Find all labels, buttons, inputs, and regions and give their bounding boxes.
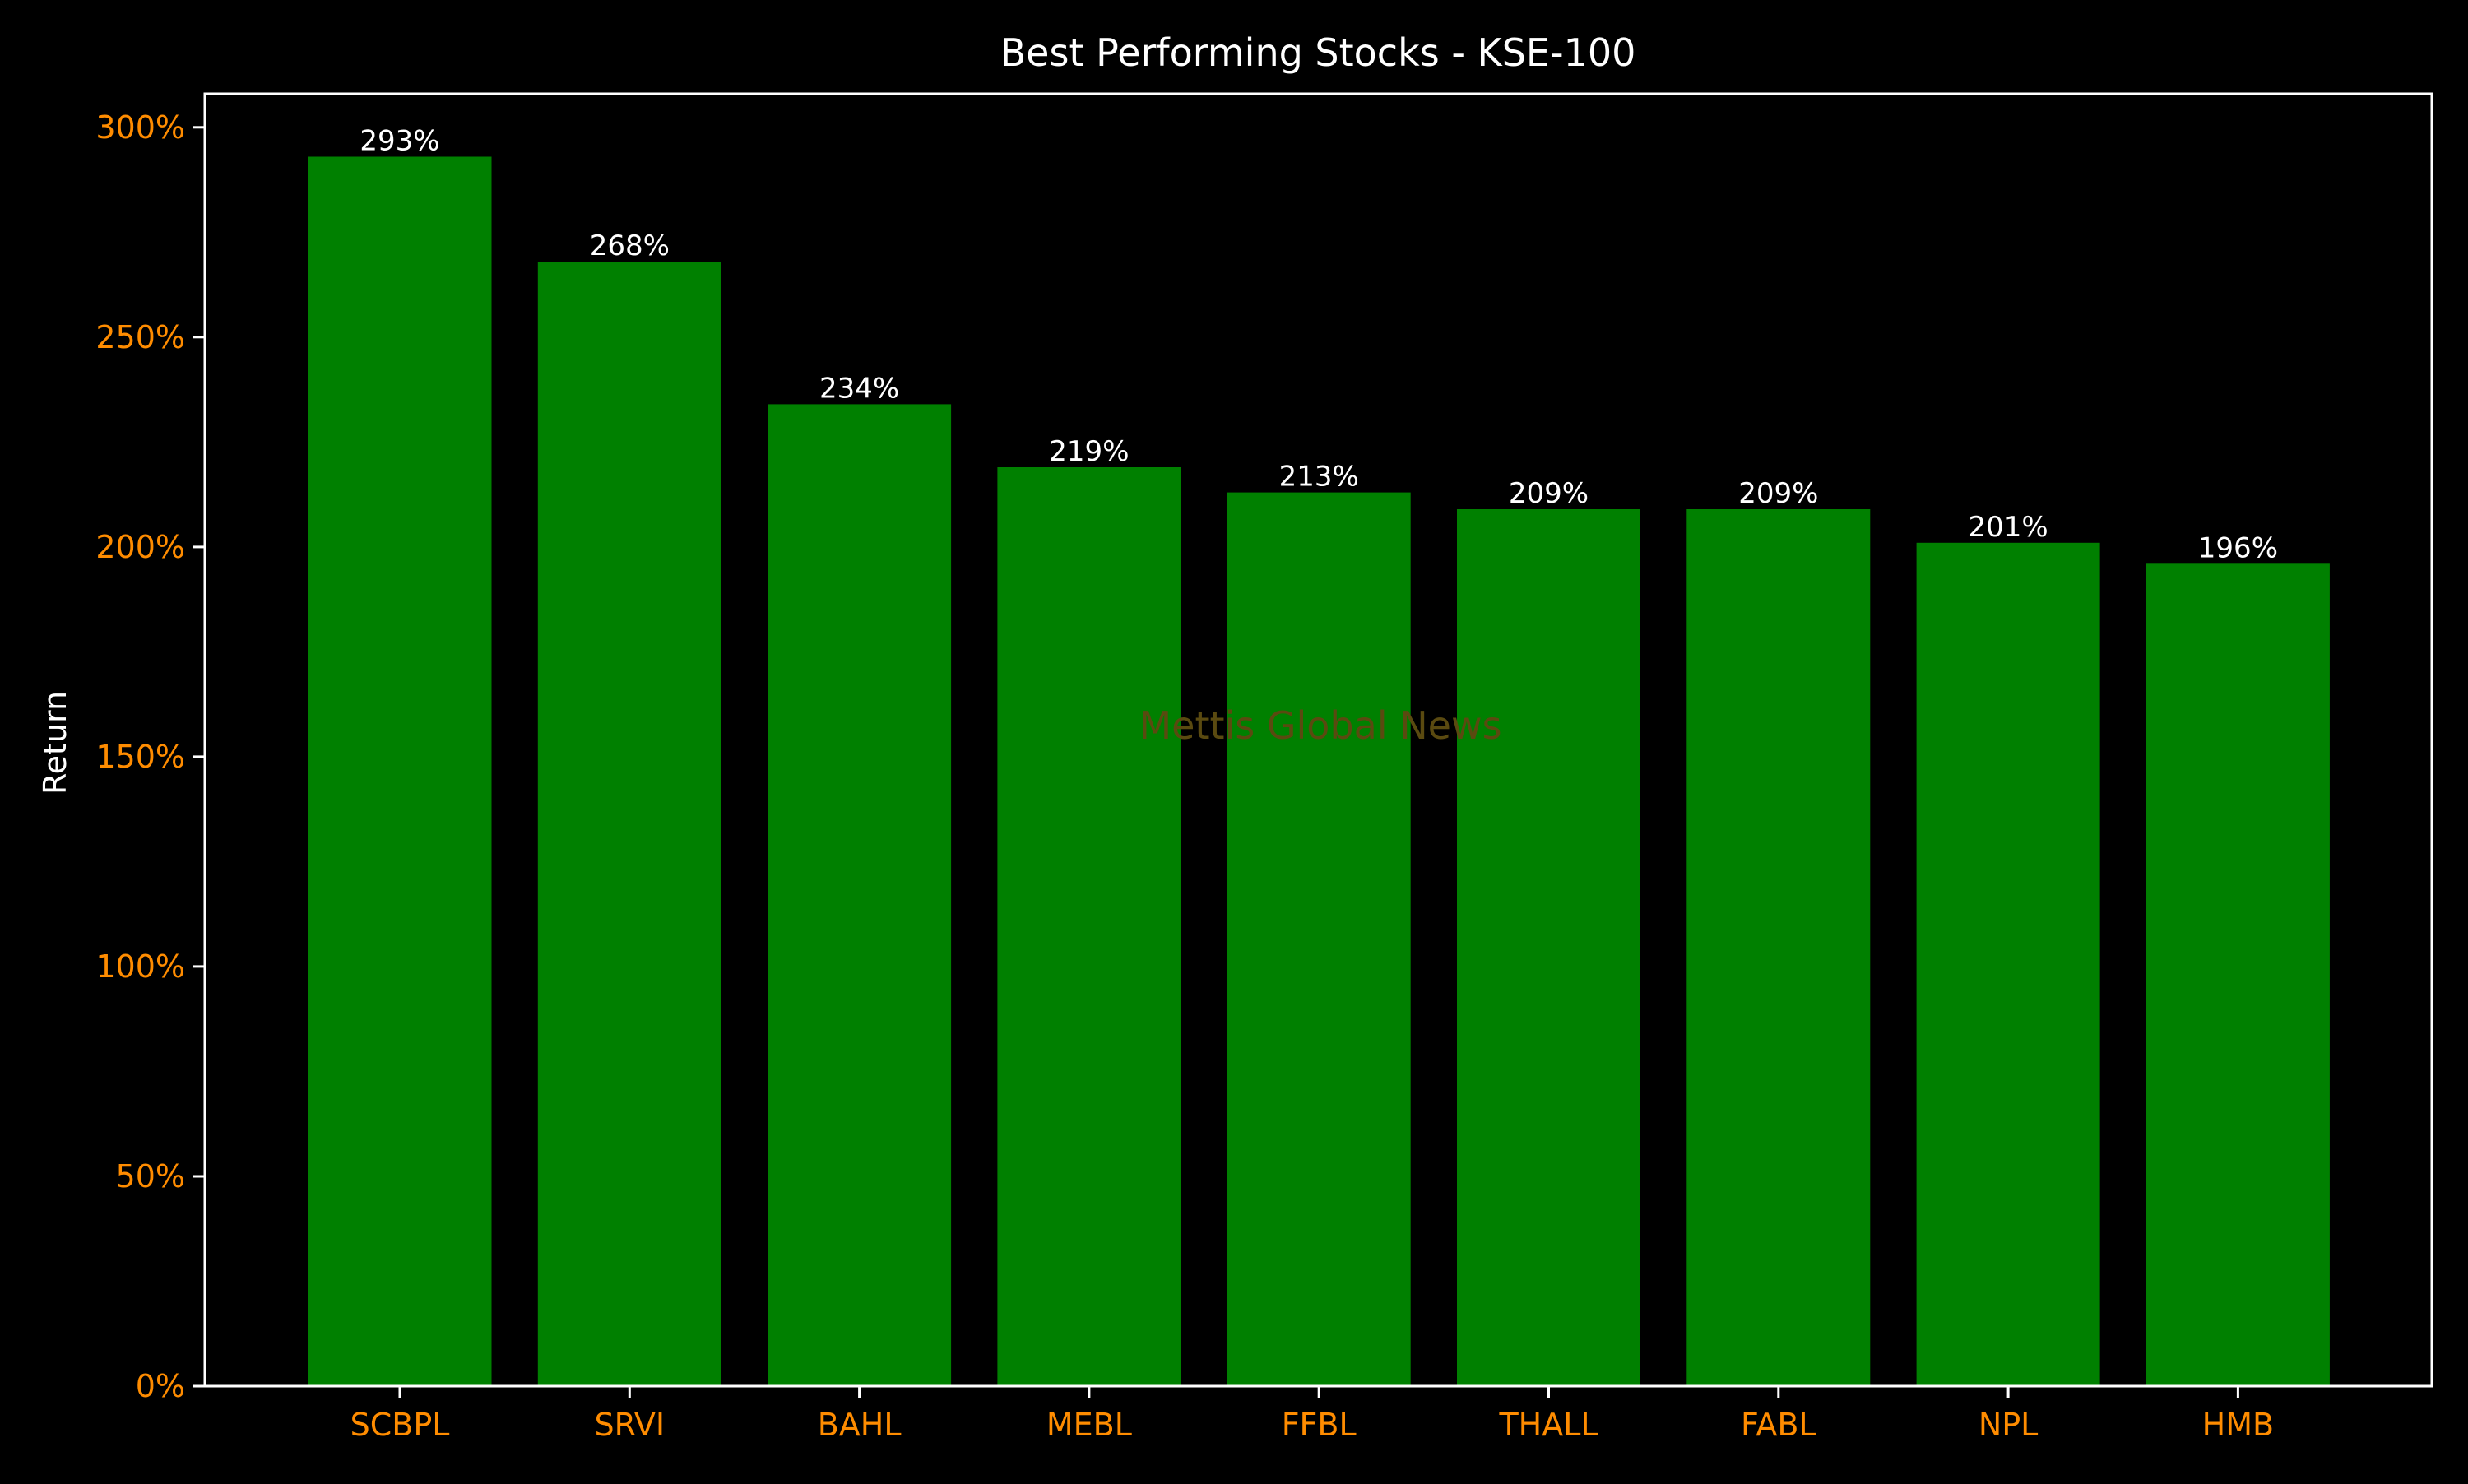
data-labels-layer: 293% 268% 234% 219% 213% 209% 209% 201% 196% [360, 125, 2278, 565]
y-tick-label: 0% [136, 1368, 185, 1404]
chart-title: Best Performing Stocks - KSE-100 [1000, 30, 1636, 75]
y-axis-label: Return [37, 691, 73, 795]
y-tick-label: 200% [95, 529, 185, 565]
bars-layer [308, 156, 2330, 1386]
data-label-npl: 201% [1968, 511, 2048, 544]
bar-npl [1916, 542, 2100, 1386]
y-axis-ticks: 0% 50% 100% 150% 200% 250% 300% [95, 109, 205, 1404]
data-label-mebl: 219% [1049, 435, 1129, 468]
data-label-bahl: 234% [819, 372, 899, 405]
plot-frame [203, 92, 2433, 1388]
data-label-thall: 209% [1509, 477, 1589, 510]
x-tick-label-hmb: HMB [2202, 1407, 2274, 1443]
y-tick-label: 250% [95, 319, 185, 355]
watermark-text: Mettis Global News [1139, 703, 1501, 748]
x-tick-label-bahl: BAHL [818, 1407, 902, 1443]
bar-thall [1457, 509, 1640, 1386]
data-label-scbpl: 293% [360, 125, 439, 158]
bar-scbpl [308, 156, 492, 1386]
y-tick-label: 50% [116, 1158, 185, 1194]
x-tick-label-scbpl: SCBPL [350, 1407, 450, 1443]
data-label-fabl: 209% [1738, 477, 1818, 510]
x-tick-label-npl: NPL [1979, 1407, 2039, 1443]
bar-fabl [1686, 509, 1871, 1386]
y-tick-label: 150% [95, 739, 185, 775]
x-tick-label-ffbl: FFBL [1282, 1407, 1357, 1443]
bar-bahl [768, 404, 952, 1386]
x-tick-label-srvi: SRVI [594, 1407, 665, 1443]
bar-srvi [537, 262, 721, 1386]
x-tick-label-fabl: FABL [1741, 1407, 1816, 1443]
data-label-srvi: 268% [590, 230, 670, 262]
x-tick-label-mebl: MEBL [1046, 1407, 1132, 1443]
data-label-hmb: 196% [2198, 531, 2278, 564]
x-tick-label-thall: THALL [1498, 1407, 1598, 1443]
bar-ffbl [1227, 492, 1411, 1386]
y-tick-label: 300% [95, 109, 185, 146]
bar-mebl [997, 467, 1181, 1386]
bar-hmb [2146, 563, 2330, 1386]
x-axis-ticks: SCBPL SRVI BAHL MEBL FFBL THALL FABL NPL HMB [350, 1386, 2274, 1443]
data-label-ffbl: 213% [1279, 461, 1359, 494]
y-tick-label: 100% [95, 948, 185, 985]
